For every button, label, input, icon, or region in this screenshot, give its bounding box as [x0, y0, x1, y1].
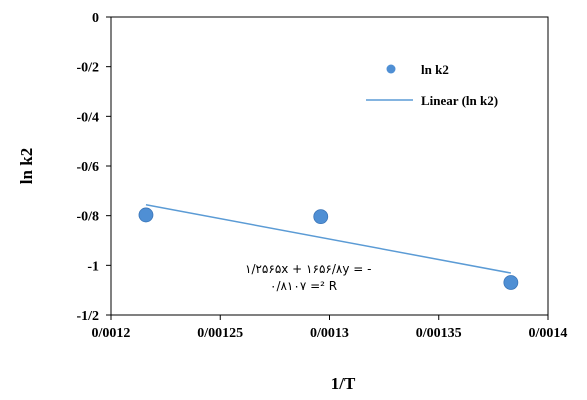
y-tick-label: -0/4: [76, 110, 99, 125]
x-tick-label: 0/0013: [310, 326, 349, 341]
y-tick-label: 0: [92, 11, 99, 26]
y-tick-label: -1/2: [76, 309, 99, 324]
y-axis-ticks: [106, 16, 111, 316]
plot-area: [110, 16, 549, 316]
equation-line-1: ۱/۲۵۶۵x + ۱۶۵۶/۸y = -: [245, 262, 371, 276]
legend-label-linear: Linear (ln k2): [421, 93, 498, 108]
x-tick-label: 0/00135: [416, 326, 462, 341]
y-tick-label: -0/8: [76, 210, 99, 225]
trendline-layer: [145, 204, 511, 274]
y-tick-label: -0/2: [76, 61, 99, 76]
y-axis-tick-labels: 0 -0/2 -0/4 -0/6 -0/8 -1 -1/2: [76, 11, 99, 324]
x-tick-label: 0/00125: [197, 326, 243, 341]
x-axis-ticks: [110, 315, 549, 320]
y-tick-label: -0/6: [76, 160, 99, 175]
x-axis-tick-labels: 0/0012 0/00125 0/0013 0/00135 0/0014: [92, 326, 568, 341]
x-tick-label: 0/0014: [529, 326, 568, 341]
legend-label-ln-k2: ln k2: [421, 62, 449, 77]
data-point: [138, 207, 154, 223]
equation-line-2: ۰/۸۱۰۷ =² R: [270, 279, 337, 293]
trendline: [145, 204, 511, 274]
data-points: [138, 207, 519, 290]
data-point: [313, 209, 329, 225]
data-point: [503, 275, 519, 290]
x-tick-label: 0/0012: [92, 326, 131, 341]
trendline-equation: ۱/۲۵۶۵x + ۱۶۵۶/۸y = - ۰/۸۱۰۷ =² R: [245, 262, 371, 293]
y-tick-label: -1: [87, 259, 99, 274]
y-axis-title: ln k2: [17, 148, 36, 184]
x-axis-title: 1/T: [331, 374, 356, 393]
legend: ln k2 Linear (ln k2): [366, 62, 498, 108]
legend-marker-ln-k2: [386, 64, 396, 74]
